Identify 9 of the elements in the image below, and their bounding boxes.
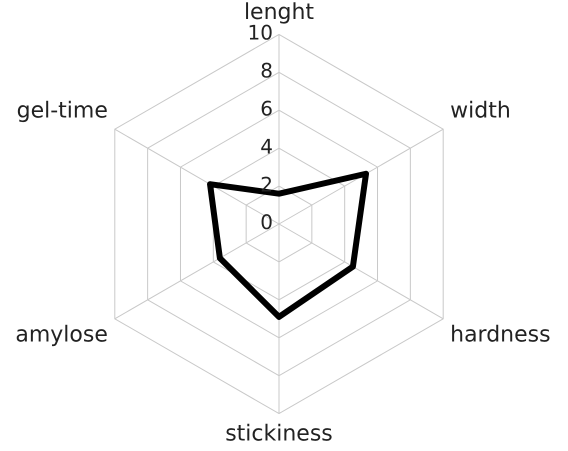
y-tick-label: 4 bbox=[260, 134, 273, 158]
spoke-label: stickiness bbox=[225, 422, 333, 447]
spoke-label: gel-time bbox=[16, 98, 108, 124]
y-tick-label: 0 bbox=[260, 210, 273, 234]
y-tick-label: 6 bbox=[260, 96, 273, 120]
spoke-label: amylose bbox=[15, 322, 108, 348]
spoke-label: hardness bbox=[450, 322, 551, 348]
y-tick-label: 8 bbox=[260, 58, 273, 83]
spoke-label: width bbox=[450, 98, 511, 124]
